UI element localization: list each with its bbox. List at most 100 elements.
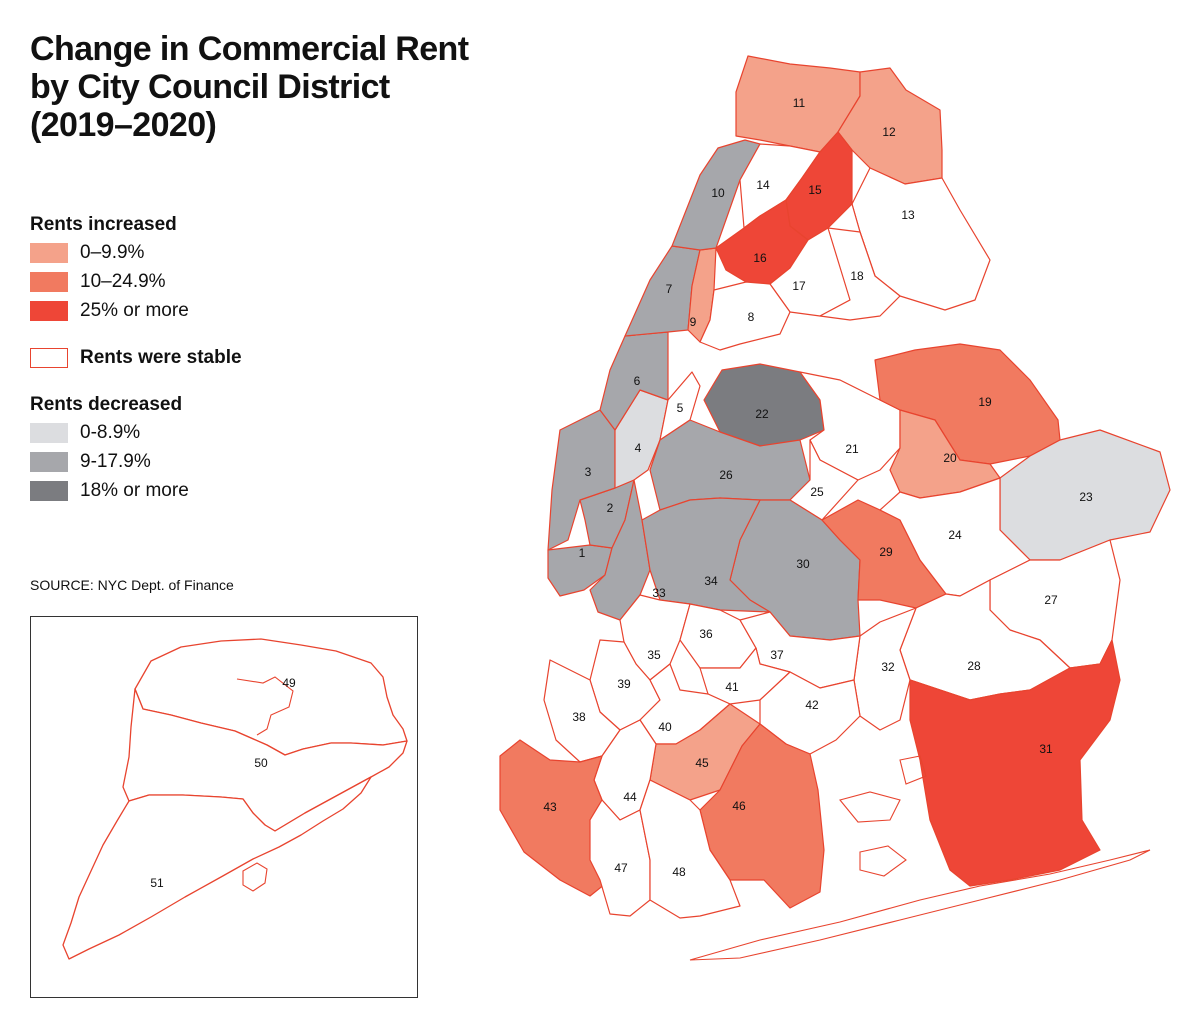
district-36 [679, 603, 757, 669]
staten-island-inset: 49 50 51 [30, 616, 418, 998]
district-label-3: 3 [585, 465, 592, 479]
district-42 [759, 671, 861, 755]
legend-label: 25% or more [80, 299, 189, 321]
district-label-7: 7 [666, 282, 673, 296]
inset-park-outline [242, 862, 268, 892]
legend-swatch [30, 451, 68, 472]
district-label-37: 37 [770, 648, 784, 662]
district-label-30: 30 [796, 557, 810, 571]
legend-item: 25% or more [30, 296, 330, 325]
title-line-1: Change in Commercial Rent [30, 30, 469, 68]
legend-swatch [30, 271, 68, 292]
legend-item-stable: Rents were stable [30, 344, 330, 372]
legend-item: 0-8.9% [30, 418, 330, 447]
district-label-36: 36 [699, 627, 713, 641]
source-note: SOURCE: NYC Dept. of Finance [30, 577, 234, 593]
district-label-31: 31 [1039, 742, 1053, 756]
legend-item: 18% or more [30, 476, 330, 505]
district-label-15: 15 [808, 183, 822, 197]
legend-swatch [30, 300, 68, 321]
district-label-51: 51 [150, 876, 164, 890]
district-label-17: 17 [792, 279, 806, 293]
staten-island-map: 49 50 51 [62, 638, 408, 960]
district-label-38: 38 [572, 710, 586, 724]
legend-swatch-stable [30, 348, 68, 368]
jamaica-bay-islands [839, 755, 927, 877]
district-label-45: 45 [695, 756, 709, 770]
district-label-21: 21 [845, 442, 859, 456]
title-line-3: (2019–2020) [30, 106, 217, 144]
district-label-24: 24 [948, 528, 962, 542]
district-label-2: 2 [607, 501, 614, 515]
district-label-10: 10 [711, 186, 725, 200]
district-5 [659, 371, 701, 441]
district-48 [639, 779, 741, 919]
district-label-19: 19 [978, 395, 992, 409]
district-label-32: 32 [881, 660, 895, 674]
district-label-40: 40 [658, 720, 672, 734]
legend-swatch [30, 242, 68, 263]
district-18 [819, 227, 901, 321]
district-label-29: 29 [879, 545, 893, 559]
district-31 [909, 639, 1121, 887]
district-label-25: 25 [810, 485, 824, 499]
title-line-2: by City Council District [30, 68, 390, 106]
district-label-47: 47 [614, 861, 628, 875]
district-label-9: 9 [690, 315, 697, 329]
district-label-1: 1 [579, 546, 586, 560]
district-51 [62, 776, 372, 960]
district-label-22: 22 [755, 407, 769, 421]
district-label-11: 11 [793, 96, 806, 110]
district-label-6: 6 [634, 374, 641, 388]
district-label-50: 50 [254, 756, 268, 770]
legend-swatch [30, 480, 68, 501]
district-21 [799, 371, 901, 481]
district-8 [699, 281, 791, 351]
legend-swatch [30, 422, 68, 443]
district-label-26: 26 [719, 468, 733, 482]
district-label-20: 20 [943, 451, 957, 465]
legend-label: 0-8.9% [80, 421, 141, 443]
legend-item: 0–9.9% [30, 238, 330, 267]
district-6 [599, 331, 669, 431]
legend-heading-increased: Rents increased [30, 214, 177, 235]
district-label-42: 42 [805, 698, 819, 712]
district-label-44: 44 [623, 790, 637, 804]
district-12 [837, 67, 943, 185]
district-label-41: 41 [725, 680, 739, 694]
district-label-27: 27 [1044, 593, 1058, 607]
legend-item: 9-17.9% [30, 447, 330, 476]
district-label-16: 16 [753, 251, 767, 265]
legend-label: 10–24.9% [80, 270, 166, 292]
district-label-12: 12 [882, 125, 896, 139]
legend-label: 18% or more [80, 479, 189, 501]
legend-label: 9-17.9% [80, 450, 151, 472]
district-label-46: 46 [732, 799, 746, 813]
district-label-13: 13 [901, 208, 915, 222]
district-34 [641, 497, 771, 613]
district-label-35: 35 [647, 648, 661, 662]
inset-internal-boundary [236, 676, 294, 736]
district-label-43: 43 [543, 800, 557, 814]
district-labels: 1 2 3 4 5 6 7 8 9 10 11 12 13 14 15 16 1… [543, 96, 1093, 879]
district-label-5: 5 [677, 401, 684, 415]
legend: Rents increased 0–9.9% 10–24.9% 25% or m… [30, 212, 330, 505]
district-label-49: 49 [282, 676, 296, 690]
district-label-48: 48 [672, 865, 686, 879]
legend-label-stable: Rents were stable [80, 347, 242, 368]
district-label-8: 8 [748, 310, 755, 324]
district-label-39: 39 [617, 677, 631, 691]
district-label-18: 18 [850, 269, 864, 283]
southern-coastline [689, 849, 1151, 961]
nyc-council-district-map: 1 2 3 4 5 6 7 8 9 10 11 12 13 14 15 16 1… [499, 55, 1171, 961]
district-label-14: 14 [756, 178, 770, 192]
district-label-23: 23 [1079, 490, 1093, 504]
district-label-28: 28 [967, 659, 981, 673]
map-title: Change in Commercial Rent by City Counci… [30, 30, 469, 144]
legend-item: 10–24.9% [30, 267, 330, 296]
legend-label: 0–9.9% [80, 241, 145, 263]
district-label-33: 33 [652, 586, 666, 600]
district-label-4: 4 [635, 441, 642, 455]
district-label-34: 34 [704, 574, 718, 588]
district-47 [589, 799, 651, 917]
